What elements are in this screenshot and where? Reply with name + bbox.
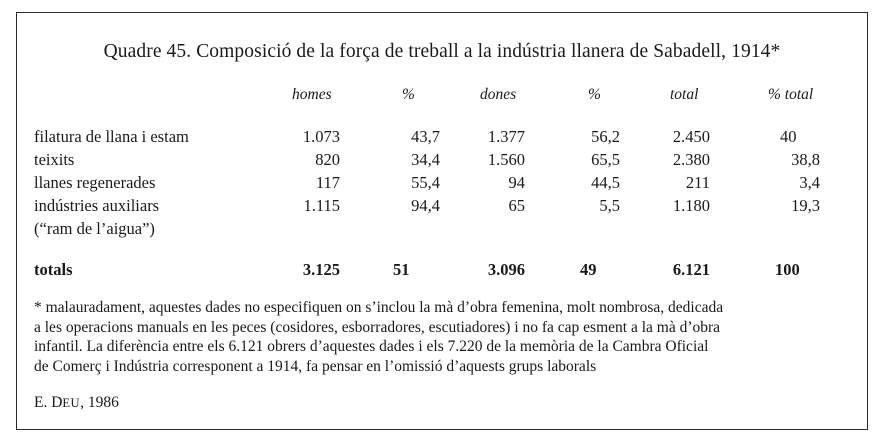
cell-homes: 820	[315, 150, 340, 169]
cell-pct-homes: 43,7	[411, 127, 440, 146]
table-frame: Quadre 45. Composició de la força de tre…	[16, 12, 868, 430]
cell-pct-homes: 55,4	[411, 173, 440, 192]
row-label: teixits	[34, 150, 75, 169]
total-pct-total: 100	[775, 260, 800, 279]
footnote: * malauradament, aquestes dades no espec…	[34, 298, 834, 376]
total-pct-dones: 49	[580, 260, 597, 279]
cell-total: 2.450	[672, 127, 710, 146]
cell-pct-total: 3,4	[799, 173, 820, 192]
total-total: 6.121	[672, 260, 710, 279]
cell-pct-total: 40	[780, 127, 797, 146]
source-author-rest: EU	[62, 396, 81, 410]
cell-pct-total: 19,3	[791, 196, 820, 215]
header-homes: homes	[292, 86, 332, 103]
header-pct-homes: %	[402, 86, 415, 103]
row-label-continuation: (“ram de l’aigua”)	[34, 219, 155, 238]
header-total: total	[670, 86, 699, 103]
header-dones: dones	[480, 86, 517, 103]
cell-pct-dones: 44,5	[591, 173, 620, 192]
cell-homes: 117	[315, 173, 340, 192]
cell-pct-dones: 65,5	[591, 150, 620, 169]
header-pct-dones: %	[588, 86, 601, 103]
cell-pct-dones: 56,2	[591, 127, 620, 146]
source-author-initial: E. D	[34, 394, 63, 411]
cell-total: 1.180	[672, 196, 710, 215]
cell-homes: 1.115	[303, 196, 340, 215]
total-dones: 3.096	[487, 260, 525, 279]
source-year: , 1986	[80, 394, 119, 411]
total-homes: 3.125	[302, 260, 340, 279]
cell-dones: 65	[508, 196, 526, 215]
footnote-line: a les operacions manuals en les peces (c…	[34, 318, 721, 336]
cell-dones: 1.377	[487, 127, 525, 146]
cell-homes: 1.073	[302, 127, 340, 146]
cell-pct-dones: 5,5	[599, 196, 620, 215]
cell-dones: 94	[508, 173, 526, 192]
footnote-line: * malauradament, aquestes dades no espec…	[34, 299, 724, 316]
total-pct-homes: 51	[393, 260, 410, 279]
row-label: llanes regenerades	[34, 173, 156, 192]
cell-total: 211	[685, 173, 710, 192]
header-pct-total: % total	[768, 86, 814, 103]
cell-pct-homes: 34,4	[411, 150, 440, 169]
cell-pct-total: 38,8	[791, 150, 820, 169]
row-label: filatura de llana i estam	[34, 127, 189, 146]
source-citation: E. DEU, 1986	[34, 394, 119, 412]
row-label: indústries auxiliars	[34, 196, 160, 215]
cell-total: 2.380	[672, 150, 710, 169]
cell-dones: 1.560	[487, 150, 525, 169]
footnote-line: de Comerç i Indústria corresponent a 191…	[34, 357, 597, 375]
footnote-line: infantil. La diferència entre els 6.121 …	[34, 338, 709, 355]
totals-label: totals	[34, 260, 73, 279]
cell-pct-homes: 94,4	[411, 196, 440, 215]
table-title: Quadre 45. Composició de la força de tre…	[103, 41, 781, 62]
